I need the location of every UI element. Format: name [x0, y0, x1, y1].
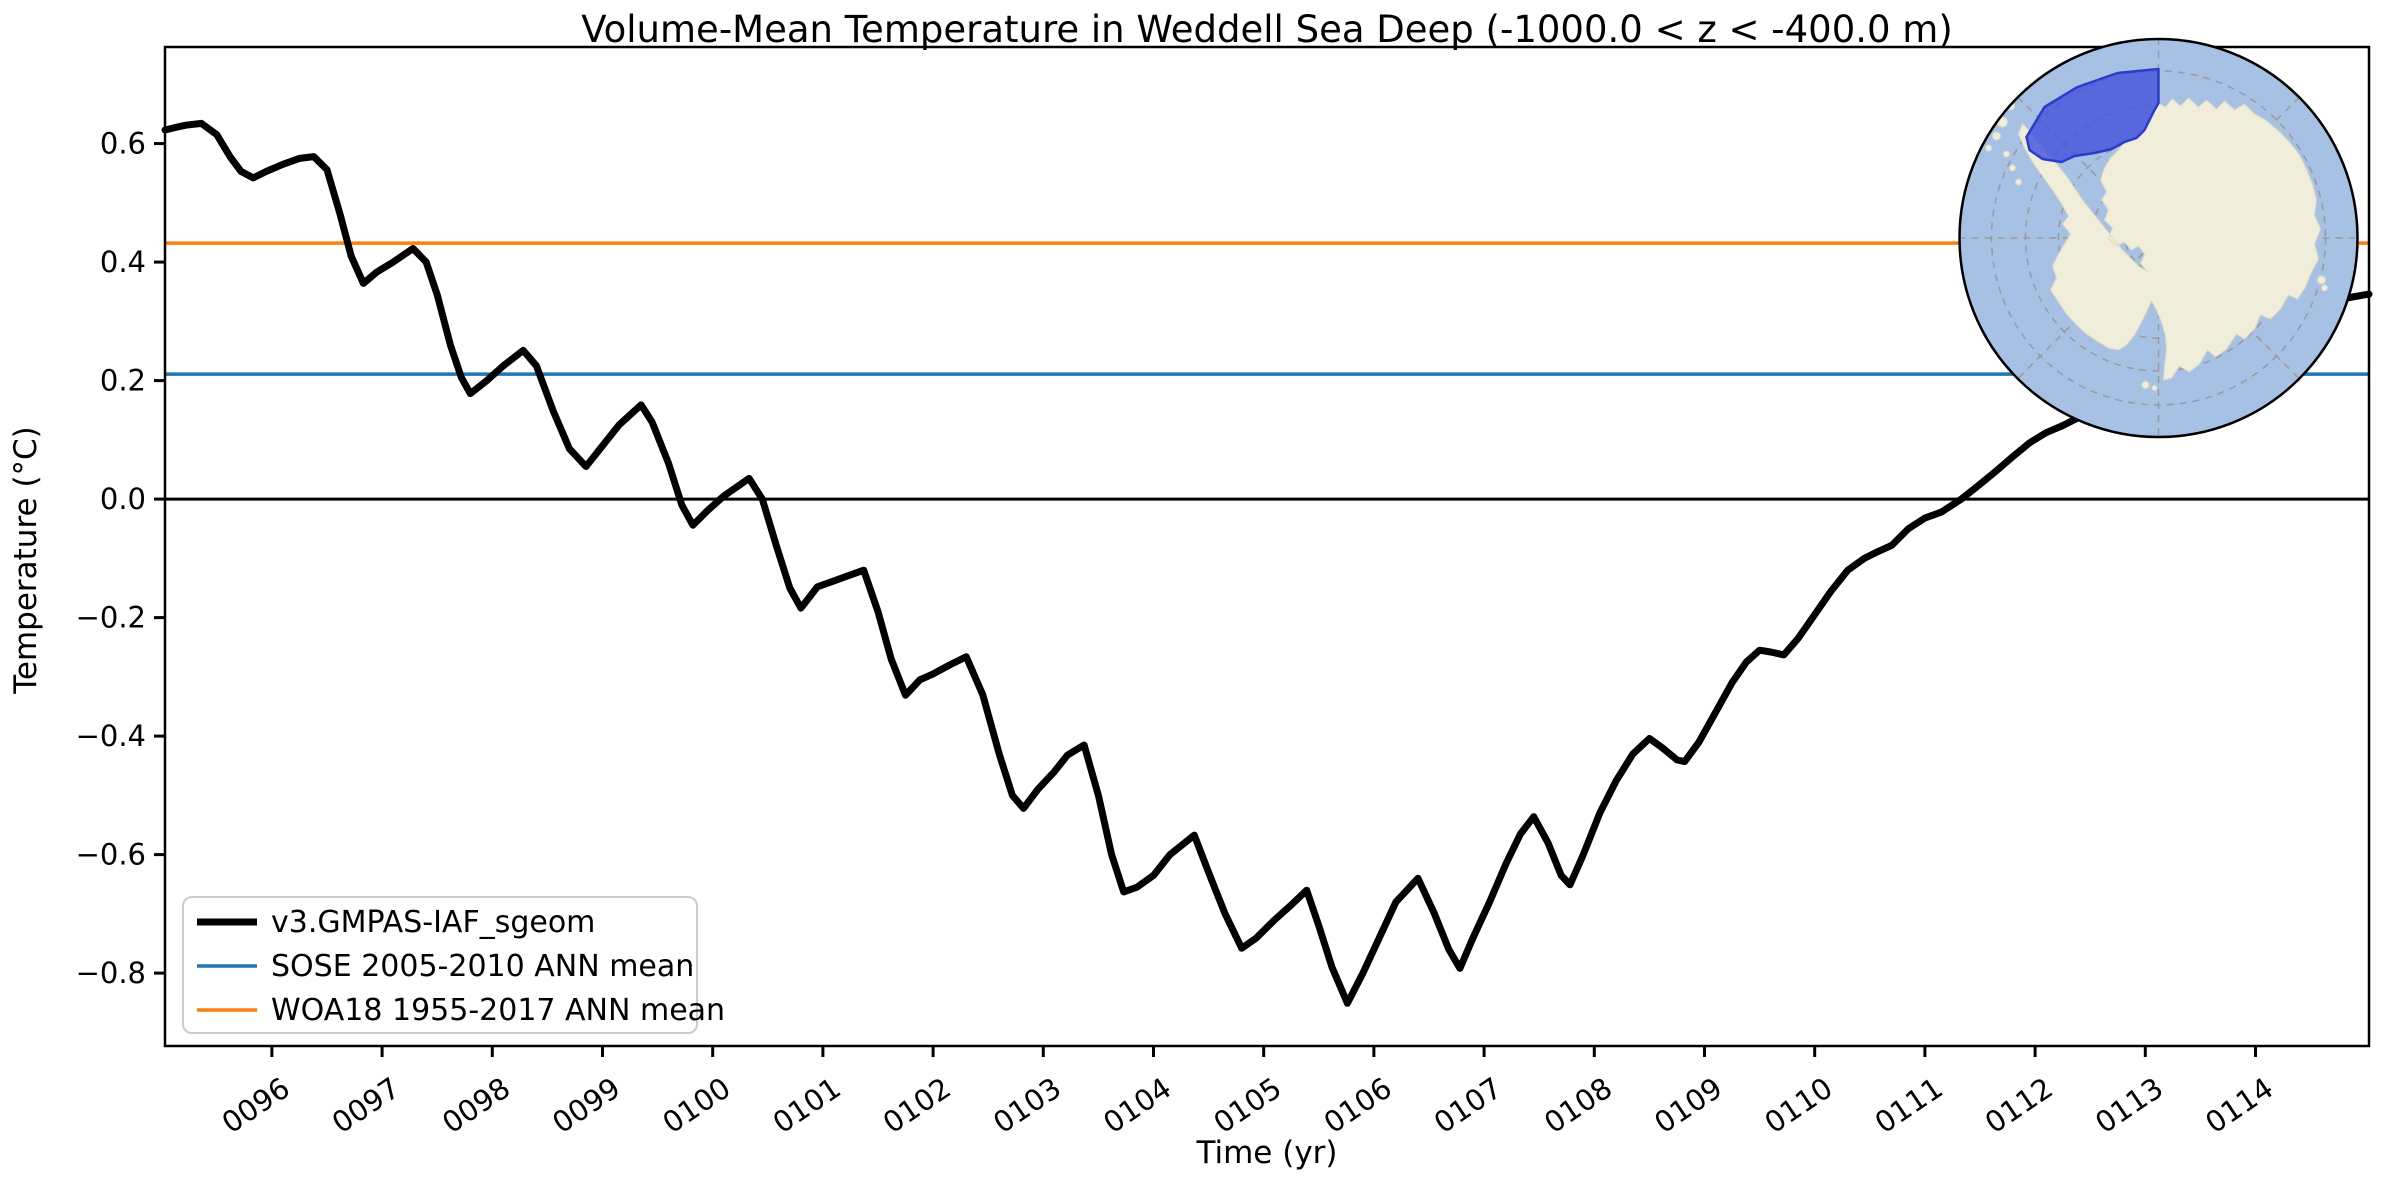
legend-label: SOSE 2005-2010 ANN mean	[271, 949, 694, 984]
weddell-sea-region-highlight	[2025, 67, 2160, 164]
x-tick-label: 0096	[216, 1071, 296, 1140]
antarctica-inset-map	[1958, 37, 2359, 439]
x-tick-label: 0100	[656, 1071, 736, 1140]
series-v3.GMPAS-IAF_sgeom	[161, 119, 2373, 1007]
x-tick-label: 0099	[546, 1071, 626, 1140]
y-tick-label: 0.2	[100, 364, 146, 398]
x-tick-label: 0098	[436, 1071, 516, 1140]
x-axis-label: Time (yr)	[1196, 1135, 1338, 1171]
antarctica-continent	[2017, 97, 2322, 381]
y-tick-label: −0.4	[76, 719, 146, 753]
y-tick-label: −0.6	[76, 838, 146, 872]
x-tick-label: 0114	[2199, 1071, 2279, 1140]
x-tick-label: 0101	[767, 1071, 847, 1140]
x-tick-label: 0102	[877, 1071, 957, 1140]
x-tick-label: 0107	[1428, 1071, 1508, 1140]
y-tick-label: 0.4	[100, 245, 146, 279]
legend: v3.GMPAS-IAF_sgeom SOSE 2005-2010 ANN mea…	[182, 896, 725, 1034]
y-tick-label: −0.2	[76, 601, 146, 635]
x-tick-label: 0105	[1207, 1071, 1287, 1140]
axes-spines	[163, 45, 2371, 1048]
x-tick-label: 0106	[1318, 1071, 1398, 1140]
x-tick-label: 0110	[1758, 1071, 1838, 1140]
chart-title: Volume-Mean Temperature in Weddell Sea D…	[581, 8, 1953, 51]
x-tick-label: 0103	[987, 1071, 1067, 1140]
x-tick-label: 0112	[1979, 1071, 2059, 1140]
map-circular-border	[1958, 37, 2359, 439]
series-lines	[161, 119, 2373, 1007]
legend-items: v3.GMPAS-IAF_sgeom SOSE 2005-2010 ANN mea…	[197, 905, 725, 1028]
legend-label: WOA18 1955-2017 ANN mean	[271, 993, 725, 1028]
axis-ticks	[154, 142, 2257, 1057]
x-tick-label: 0104	[1097, 1071, 1177, 1140]
x-tick-label: 0113	[2089, 1071, 2169, 1140]
x-tick-label: 0111	[1869, 1071, 1949, 1140]
legend-label: v3.GMPAS-IAF_sgeom	[271, 905, 595, 940]
x-tick-label: 0097	[326, 1071, 406, 1140]
x-tick-label: 0108	[1538, 1071, 1618, 1140]
legend-box	[182, 896, 698, 1034]
y-tick-label: −0.8	[76, 956, 146, 990]
map-contents	[1959, 39, 2358, 437]
y-tick-label: 0.6	[100, 127, 146, 161]
y-axis-label: Temperature (°C)	[8, 426, 44, 695]
y-tick-label: 0.0	[100, 482, 146, 516]
x-tick-label: 0109	[1648, 1071, 1728, 1140]
